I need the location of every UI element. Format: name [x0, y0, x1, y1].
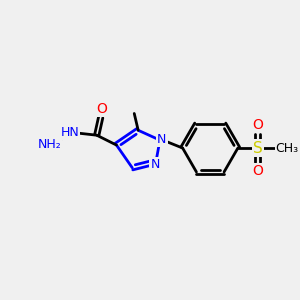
Text: N: N [150, 158, 160, 171]
Text: NH₂: NH₂ [38, 138, 61, 151]
Text: N: N [157, 133, 167, 146]
Text: O: O [96, 101, 107, 116]
Text: S: S [253, 140, 262, 155]
Text: HN: HN [61, 126, 80, 139]
Text: CH₃: CH₃ [276, 142, 299, 154]
Text: O: O [252, 164, 263, 178]
Text: O: O [252, 118, 263, 132]
